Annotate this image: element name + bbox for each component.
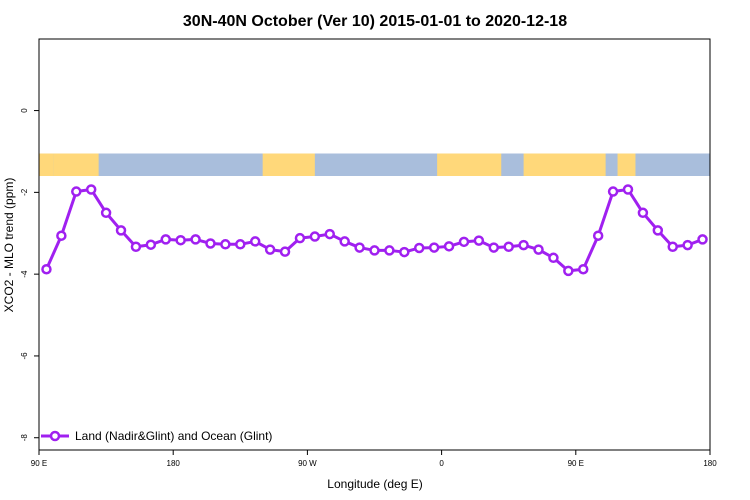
data-point bbox=[607, 186, 619, 197]
data-point bbox=[115, 225, 127, 236]
data-point bbox=[309, 231, 321, 242]
plot-frame bbox=[38, 38, 711, 451]
data-point bbox=[205, 238, 216, 249]
data-point bbox=[622, 184, 634, 195]
land-segment bbox=[262, 153, 315, 176]
series-line bbox=[45, 187, 704, 273]
data-point bbox=[652, 225, 664, 236]
y-tick-label: -2 bbox=[20, 188, 29, 196]
data-point bbox=[130, 241, 142, 252]
data-point bbox=[399, 246, 410, 258]
y-tick-label: -8 bbox=[20, 434, 29, 442]
data-point bbox=[175, 234, 186, 246]
data-point bbox=[354, 242, 365, 253]
data-point bbox=[41, 263, 52, 275]
x-tick-label: 90 E bbox=[568, 459, 584, 468]
data-point bbox=[533, 244, 544, 255]
data-point bbox=[697, 234, 708, 245]
data-point bbox=[458, 236, 470, 248]
x-tick-label: 90 W bbox=[298, 459, 317, 468]
land-segment bbox=[523, 153, 606, 176]
x-tick-label: 180 bbox=[703, 459, 717, 468]
data-point bbox=[592, 230, 604, 241]
data-point bbox=[56, 230, 67, 241]
y-tick-label: 0 bbox=[20, 108, 29, 113]
data-point bbox=[637, 207, 649, 219]
y-axis-label: XCO2 - MLO trend (ppm) bbox=[2, 178, 16, 313]
land-segment bbox=[437, 153, 502, 176]
data-point bbox=[294, 232, 306, 244]
y-axis: 0 -2 -4 -6 -8 bbox=[20, 108, 39, 442]
data-point bbox=[160, 234, 171, 245]
data-point bbox=[518, 239, 529, 251]
data-point bbox=[578, 263, 589, 275]
x-tick-label: 180 bbox=[167, 459, 181, 468]
data-point bbox=[563, 265, 574, 277]
data-point bbox=[279, 246, 291, 257]
series-land-ocean bbox=[41, 184, 708, 277]
x-axis-label: Longitude (deg E) bbox=[327, 477, 422, 491]
y-tick-label: -6 bbox=[20, 352, 29, 360]
data-point bbox=[100, 207, 112, 219]
legend: Land (Nadir&Glint) and Ocean (Glint) bbox=[41, 429, 272, 443]
legend-marker bbox=[49, 430, 61, 442]
legend-label: Land (Nadir&Glint) and Ocean (Glint) bbox=[75, 429, 272, 443]
chart-title: 30N-40N October (Ver 10) 2015-01-01 to 2… bbox=[183, 13, 567, 30]
data-point bbox=[413, 242, 425, 254]
data-point bbox=[473, 235, 485, 246]
data-point bbox=[220, 239, 231, 250]
data-point bbox=[488, 242, 500, 253]
data-point bbox=[264, 244, 276, 255]
ocean-band bbox=[39, 153, 710, 176]
land-segment bbox=[53, 153, 99, 176]
data-point bbox=[548, 252, 559, 264]
data-point bbox=[667, 241, 678, 252]
data-point bbox=[324, 228, 336, 240]
data-point bbox=[190, 234, 201, 245]
surface-band bbox=[39, 153, 710, 176]
x-axis: 90 E 180 90 W 0 90 E 180 bbox=[31, 450, 717, 468]
data-point bbox=[443, 241, 455, 252]
data-point bbox=[682, 239, 693, 251]
data-point bbox=[369, 245, 380, 256]
data-point bbox=[85, 184, 97, 195]
data-point bbox=[339, 236, 350, 247]
land-segment bbox=[617, 153, 636, 176]
data-point bbox=[249, 236, 261, 247]
data-point bbox=[384, 245, 395, 256]
data-point bbox=[235, 239, 246, 250]
x-tick-label: 0 bbox=[439, 459, 444, 468]
y-tick-label: -4 bbox=[20, 270, 29, 278]
data-point bbox=[145, 239, 157, 250]
data-point bbox=[428, 242, 440, 253]
data-point bbox=[71, 186, 82, 197]
data-point bbox=[503, 241, 514, 252]
land-segment bbox=[39, 153, 54, 176]
x-tick-label: 90 E bbox=[31, 459, 47, 468]
